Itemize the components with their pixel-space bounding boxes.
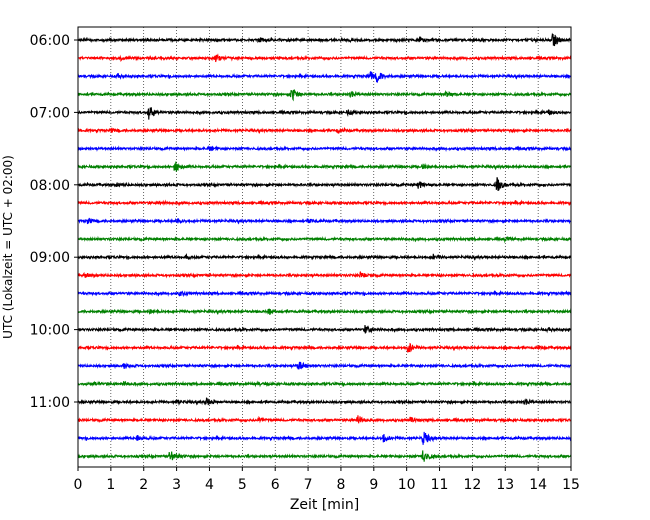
trace-row-0745 <box>77 161 572 172</box>
x-tick-label: 14 <box>529 477 547 493</box>
trace-row-0715 <box>77 127 572 135</box>
trace-row-0900 <box>77 253 572 261</box>
trace-row-1100 <box>77 397 572 406</box>
y-axis-label: UTC (Lokalzeit = UTC + 02:00) <box>1 155 15 339</box>
x-tick-label: 10 <box>398 477 416 493</box>
x-tick-label: 6 <box>271 477 280 493</box>
trace-row-1000 <box>77 325 572 334</box>
x-tick-label: 2 <box>139 477 148 493</box>
trace-row-0830 <box>77 217 572 225</box>
x-tick-label: 8 <box>336 477 345 493</box>
x-tick-label: 1 <box>106 477 115 493</box>
x-tick-label: 7 <box>304 477 313 493</box>
trace-row-0815 <box>77 199 572 207</box>
trace-row-1115 <box>77 415 572 424</box>
trace-row-0730 <box>77 145 572 152</box>
x-tick-label: 15 <box>562 477 580 493</box>
trace-row-1030 <box>77 361 572 371</box>
trace-row-0630 <box>77 71 572 83</box>
trace-row-0930 <box>77 290 572 298</box>
y-tick-label: 06:00 <box>30 33 70 49</box>
x-tick-label: 0 <box>74 477 83 493</box>
y-tick-label: 07:00 <box>30 105 70 121</box>
trace-row-0945 <box>77 308 572 316</box>
trace-row-0600 <box>77 32 572 47</box>
x-tick-label: 9 <box>369 477 378 493</box>
trace-row-1145 <box>77 450 572 462</box>
plot-frame <box>77 26 572 468</box>
trace-row-0615 <box>77 53 572 63</box>
trace-row-1130 <box>77 431 572 445</box>
y-tick-label: 10:00 <box>30 323 70 339</box>
x-tick-label: 13 <box>496 477 514 493</box>
plot-background <box>78 27 571 467</box>
trace-row-0845 <box>77 235 572 244</box>
y-axis: 06:00 07:00 08:00 09:00 10:00 11:00 <box>30 33 78 411</box>
trace-row-1015 <box>77 342 572 354</box>
x-tick-label: 3 <box>172 477 181 493</box>
trace-row-1045 <box>77 380 572 388</box>
x-tick-label: 5 <box>238 477 247 493</box>
plot-area <box>77 26 572 468</box>
x-axis: 0 1 2 3 4 5 6 7 8 9 10 11 12 13 14 15 <box>74 467 580 493</box>
trace-row-0700 <box>77 107 572 120</box>
y-tick-label: 11:00 <box>30 395 70 411</box>
y-tick-label: 08:00 <box>30 178 70 194</box>
trace-row-0915 <box>77 271 572 279</box>
trace-row-0800 <box>77 177 572 192</box>
x-axis-label: Zeit [min] <box>290 497 359 513</box>
trace-row-0645 <box>77 89 572 102</box>
x-tick-label: 12 <box>463 477 481 493</box>
x-tick-label: 11 <box>431 477 449 493</box>
traces <box>77 32 572 462</box>
y-tick-label: 09:00 <box>30 250 70 266</box>
vertical-grid <box>110 27 539 467</box>
x-tick-label: 4 <box>205 477 214 493</box>
